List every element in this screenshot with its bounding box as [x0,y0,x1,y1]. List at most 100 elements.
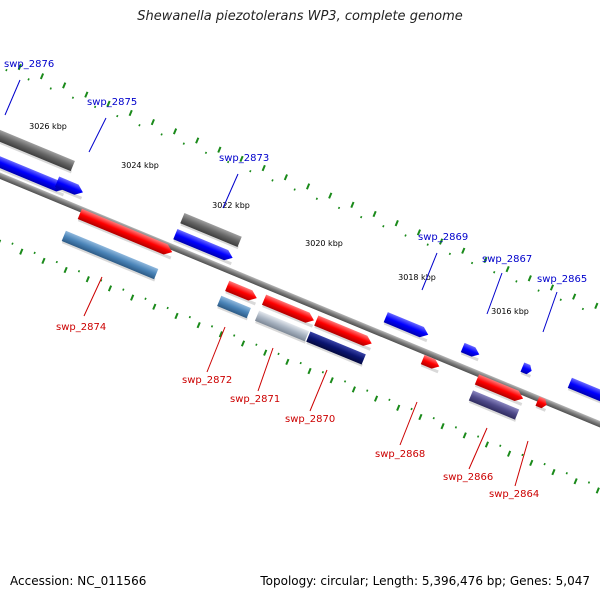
gene-feature[interactable] [54,176,85,198]
gene-feature[interactable] [0,141,67,194]
gene-label-swp-2867[interactable]: swp_2867 [482,254,532,265]
scale-tick [521,453,524,457]
gene-feature[interactable] [180,213,242,247]
gene-feature[interactable] [217,295,251,319]
gene-label-swp-2865[interactable]: swp_2865 [537,274,587,285]
scale-tick [299,361,302,365]
gene-feature[interactable] [225,280,259,303]
scale-tick [307,367,312,375]
callout-line [421,252,438,291]
gene-label-swp-2868[interactable]: swp_2868 [375,449,425,460]
scale-tick [337,206,341,210]
scale-tick [41,257,46,264]
scale-tick [565,472,568,475]
scale-tick-rows [0,63,600,494]
scale-tick [594,302,599,309]
gene-label-swp-2872[interactable]: swp_2872 [182,375,232,386]
gene-feature[interactable] [468,390,520,420]
scale-tick [130,294,135,301]
scale-tick [404,234,407,237]
gene-feature[interactable] [261,294,316,326]
gene-feature[interactable] [420,354,441,371]
callout-line [514,440,529,487]
scale-tick [587,481,591,484]
scale-tick [17,63,22,71]
scale-tick [182,142,185,145]
scale-tick [166,306,169,310]
scale-tick [255,343,258,346]
scale-tick [329,377,334,384]
scale-tick [293,188,296,191]
callout-line [222,173,239,209]
gene-feature[interactable] [77,208,175,257]
scale-tick [470,261,474,265]
scale-label-3024: 3024 kbp [121,161,159,170]
gene-feature[interactable] [460,342,481,359]
scale-tick [572,293,577,300]
gene-feature[interactable] [520,362,533,375]
scale-tick [372,210,377,218]
scale-label-3016: 3016 kbp [491,307,529,316]
gene-label-swp-2869[interactable]: swp_2869 [418,232,468,243]
gene-feature[interactable] [567,377,600,407]
gene-label-swp-2870[interactable]: swp_2870 [285,414,335,425]
gene-label-swp-2873[interactable]: swp_2873 [219,153,269,164]
gene-feature[interactable] [314,315,374,348]
gene-label-swp-2875[interactable]: swp_2875 [87,97,137,108]
callout-line [4,79,21,116]
scale-tick [71,96,75,99]
scale-labels: 3026 kbp 3024 kbp 3022 kbp 3020 kbp 3018… [29,122,529,316]
topology-text: Topology: circular; Length: 5,396,476 bp… [260,574,590,588]
scale-tick [85,276,90,283]
scale-tick [382,225,385,228]
scale-tick [573,478,578,485]
scale-tick [172,128,178,135]
scale-tick [484,441,489,448]
gene-label-swp-2866[interactable]: swp_2866 [443,472,493,483]
gene-feature[interactable] [61,230,159,280]
scale-tick [128,109,133,117]
scale-tick [527,275,532,282]
scale-tick [515,280,518,283]
scale-tick [249,169,252,173]
gene-label-swp-2871[interactable]: swp_2871 [230,394,280,405]
scale-tick [63,266,68,274]
scale-tick [448,252,451,256]
scale-tick [239,155,244,163]
scale-tick [543,462,546,466]
gene-label-swp-2864[interactable]: swp_2864 [489,489,539,500]
scale-tick [62,82,67,89]
gene-features [0,118,600,422]
scale-tick [321,371,325,374]
gene-feature[interactable] [383,312,431,340]
scale-tick [204,151,208,155]
scale-label-3018: 3018 kbp [398,273,436,282]
gene-feature[interactable] [0,118,75,172]
scale-tick [366,389,369,392]
scale-tick [394,220,399,227]
gene-label-swp-2876[interactable]: swp_2876 [4,59,54,70]
scale-tick [210,325,214,328]
scale-tick [559,298,562,301]
scale-tick [33,251,36,255]
callout-line [399,401,418,446]
gene-feature[interactable] [535,396,548,409]
scale-tick [196,321,201,329]
gene-label-swp-2874[interactable]: swp_2874 [56,322,106,333]
scale-tick [426,243,429,246]
gene-feature[interactable] [254,310,310,342]
gene-feature[interactable] [173,229,234,263]
gene-feature[interactable] [306,331,366,365]
scale-tick [529,459,534,467]
scale-tick [263,349,268,356]
scale-tick [277,352,280,356]
scale-tick [116,114,119,118]
gene-feature[interactable] [474,374,525,403]
scale-label-3026: 3026 kbp [29,122,67,131]
scale-tick [476,435,480,438]
scale-tick [432,416,435,420]
scale-tick [27,78,30,81]
scale-tick [418,413,423,421]
callout-line [83,276,103,317]
